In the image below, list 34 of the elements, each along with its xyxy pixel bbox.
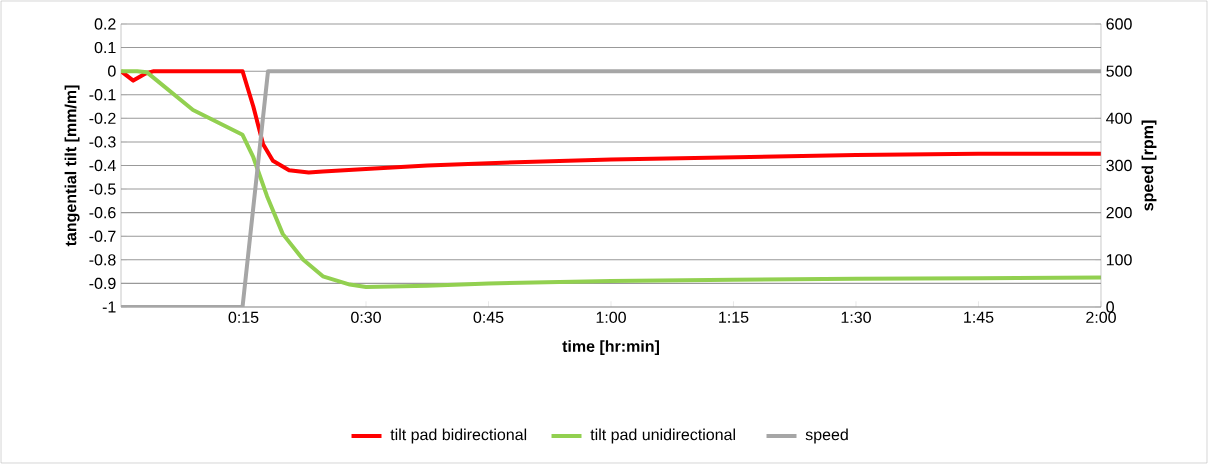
y2-axis-title: speed [rpm]: [1141, 120, 1157, 211]
y-tick-label: 0: [108, 65, 116, 77]
y-tick-label: -0.3: [89, 136, 116, 148]
y2-tick-label: 0: [1106, 301, 1114, 313]
y-tick-label: -1: [102, 301, 116, 313]
x-tick-label: 1:15: [719, 311, 749, 323]
y-tick-label: -0.5: [89, 183, 116, 195]
y-tick-label: -0.1: [89, 89, 116, 101]
y-tick-label: -0.2: [89, 112, 116, 124]
x-tick-label: 2:00: [1086, 311, 1116, 324]
y-tick-label: -0.6: [89, 207, 116, 219]
x-tick-label: 1:45: [964, 311, 994, 323]
y2-tick-label: 200: [1106, 207, 1132, 219]
y-tick-label: 0.2: [94, 18, 116, 30]
y2-tick-label: 400: [1106, 112, 1132, 124]
x-tick-label: 1:00: [596, 311, 626, 324]
y2-tick-label: 300: [1106, 159, 1132, 172]
y2-tick-label: 500: [1106, 65, 1132, 77]
x-tick-label: 0:30: [351, 311, 381, 324]
y2-tick-label: 600: [1106, 18, 1132, 30]
y-tick-label: -0.9: [89, 277, 116, 290]
legend-label: speed: [805, 428, 848, 444]
y2-tick-label: 100: [1106, 254, 1132, 266]
x-tick-label: 0:15: [228, 311, 259, 324]
y-tick-label: -0.7: [89, 230, 116, 242]
legend-label: tilt pad unidirectional: [590, 428, 735, 444]
y-axis-title: tangential tilt [mm/m]: [64, 85, 80, 247]
y-tick-label: -0.4: [89, 159, 116, 172]
x-axis-title: time [hr:min]: [562, 340, 659, 356]
y-tick-label: 0.1: [94, 41, 116, 54]
legend-label: tilt pad bidirectional: [390, 428, 527, 444]
x-tick-label: 0:45: [473, 311, 504, 324]
y-tick-label: -0.8: [89, 254, 116, 266]
x-tick-label: 1:30: [841, 311, 871, 324]
